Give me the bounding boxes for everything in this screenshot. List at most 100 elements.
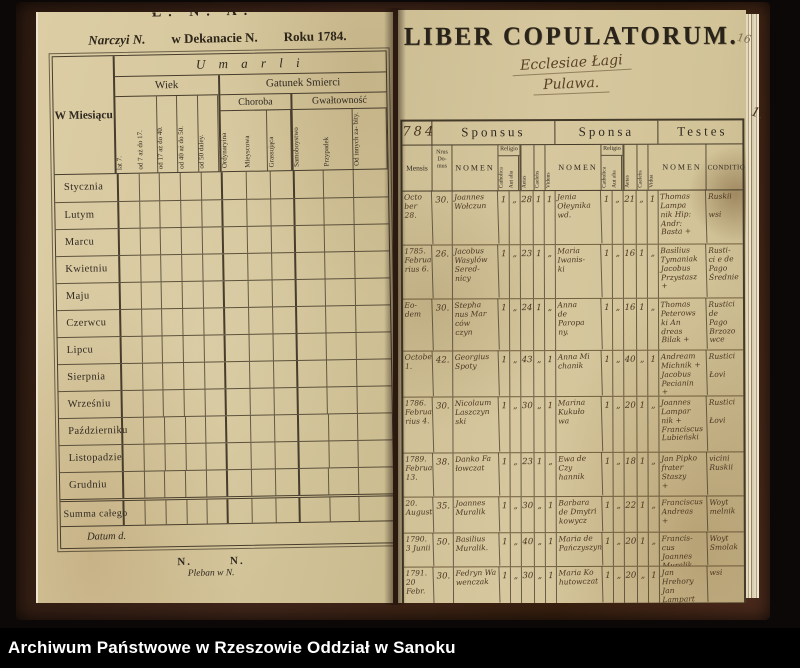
conditio-cell: vicini Ruskii (708, 453, 734, 472)
empty-tally-cell (163, 362, 185, 390)
cropped-header-letters: Ł. N. A. (151, 12, 255, 21)
empty-tally-cell (202, 200, 224, 227)
sponsa-name-cell: Maria de Pańczyszyn (556, 532, 604, 567)
sponsa-name-cell: Anna Mi chanik (555, 350, 603, 397)
sponsus-caelebs-cell: „ (534, 497, 546, 533)
house-number-cell: 30. (433, 397, 454, 453)
empty-tally-cell (165, 443, 187, 471)
empty-tally-cell (143, 417, 166, 444)
sponsus-altfaith-cell: „ (510, 351, 522, 397)
empty-tally-cell (118, 173, 140, 202)
empty-tally-cell (248, 307, 274, 334)
sponsus-caelebs-cell: 1 (533, 191, 545, 245)
empty-tally-cell (328, 440, 360, 468)
disease-label: Choroba (220, 94, 291, 112)
sponsa-altfaith-cell: „ (613, 452, 625, 496)
month-label: Sierpnia (58, 364, 123, 392)
sponsa-catholica-cell: 1 (602, 566, 615, 603)
empty-tally-cell (228, 498, 253, 524)
marriage-entry-row: 1791. 20 Febr. 30. Fedryn Wa wenczak 1 „ 30 „ 1… (403, 565, 744, 603)
empty-tally-cell (275, 441, 300, 469)
sponsus-name-cell: Danko Fa łowczat (452, 452, 501, 498)
sponsus-catholica-cell: 1 (499, 351, 511, 397)
sponsa-catholica-cell: 1 (602, 496, 614, 532)
empty-tally-cell (298, 414, 329, 441)
empty-tally-cell (119, 228, 141, 256)
empty-tally-cell (162, 335, 185, 363)
col-sponsa-caelebs: Caelebs (636, 144, 648, 190)
empty-tally-cell (299, 468, 330, 495)
sponsa-name-cell: Jenia Ołeynika wd. (554, 190, 603, 245)
conditio-cell: Rustici de Pago Brzozo wce (708, 299, 736, 345)
sponsus-name-cell: Jacobus Wasylów Sered- nicy (452, 244, 500, 300)
empty-tally-cell (273, 333, 298, 361)
empty-tally-cell (294, 170, 325, 198)
empty-tally-cell (166, 499, 188, 525)
empty-tally-cell (182, 281, 205, 308)
empty-tally-cell (325, 251, 356, 279)
empty-tally-cell (120, 282, 142, 310)
empty-tally-cell (186, 470, 208, 497)
left-page-headline: Narczyi N. w Dekanacie N. Roku 1784. (88, 27, 389, 48)
liber-copulatorum-title: LIBER COPULATORUM. (403, 21, 739, 52)
sponsus-name-cell: Nicolaum Laszczyn ski (452, 396, 501, 454)
sponsus-altfaith-cell: „ (509, 299, 522, 351)
sponsa-vidua-cell: „ (648, 496, 660, 532)
sponsus-catholica-cell: 1 (498, 299, 511, 351)
empty-tally-cell (160, 200, 182, 228)
sponsa-age-cell: 20 (624, 566, 639, 603)
sponsa-catholica-cell: 1 (601, 190, 613, 244)
violence-column-label: Samoboystwo (291, 127, 301, 168)
col-aut-alia: Aut alia (508, 156, 520, 191)
right-page-content: LIBER COPULATORUM. Ecclesiae Łagi Pulawa… (398, 10, 746, 603)
testes-names-cell: Francis- cus Joannes Muralik (659, 531, 709, 567)
age-column-label: od 50 daley. (197, 95, 220, 172)
sponsa-name-cell: Marina Kukuło wa (555, 396, 604, 453)
register-year: Roku 1784. (283, 28, 347, 45)
house-number-cell: 30. (433, 567, 455, 603)
empty-tally-cell (227, 442, 252, 470)
empty-tally-cell (164, 416, 186, 444)
empty-tally-cell (272, 306, 298, 334)
sponsus-caelebs-cell: 1 (534, 453, 546, 497)
empty-tally-cell (326, 305, 357, 333)
col-sponsus-religio: Religio Catholica Aut alia (498, 145, 521, 191)
empty-tally-cell (121, 363, 143, 391)
empty-tally-cell (297, 360, 328, 387)
empty-tally-cell (247, 226, 272, 253)
page-edges (746, 14, 759, 598)
sponsus-viduus-cell: „ (544, 245, 556, 299)
empty-tally-cell (186, 499, 209, 524)
archive-name: Archiwum Państwowe w Rzeszowie Oddział w… (8, 638, 456, 657)
left-page-content: Ł. N. A. Narczyi N. w Dekanacie N. Roku … (38, 12, 393, 603)
empty-tally-cell (204, 335, 227, 362)
month-label: Wrześniu (58, 391, 123, 419)
sponsus-altfaith-cell: „ (510, 397, 522, 453)
disease-column-label: Mieyscowa (243, 110, 269, 171)
empty-tally-cell (122, 417, 145, 445)
sponsa-catholica-cell: 1 (601, 298, 614, 350)
empty-tally-cell (140, 228, 162, 255)
col-mensis: Mensis (402, 145, 433, 191)
testes-names-cell: Andream Michnik + Jacobus Pecianin + (658, 349, 708, 397)
sponsus-catholica-cell: 1 (499, 533, 511, 567)
col-conditio: CONDITIO (707, 162, 746, 172)
marriage-entry-row: 1785. Februa rius 6. 26. Jacobus Wasylów S… (402, 243, 743, 300)
sponsus-catholica-cell: 1 (499, 497, 511, 533)
empty-tally-cell (223, 199, 248, 227)
empty-tally-cell (249, 334, 274, 361)
mensis-cell: 1785. Februa rius 6. (402, 245, 434, 299)
sponsa-vidua-cell: 1 (647, 190, 659, 244)
mensis-cell: 20. Augusti (403, 497, 435, 533)
sponsus-viduus-cell: „ (545, 453, 557, 497)
handwritten-parish-line2: Pulawa. (532, 74, 610, 96)
testes-names-cell: Thomas Peterows ki An dreas Bilak + (658, 297, 708, 351)
sponsus-altfaith-cell: „ (510, 497, 522, 533)
empty-tally-cell (354, 169, 388, 197)
signature-block: N. N. Pleban w N. (43, 553, 378, 582)
sponsus-age-cell: 43 (521, 351, 535, 397)
sponsus-viduus-cell: 1 (544, 191, 556, 245)
empty-tally-cell (121, 336, 143, 364)
sponsa-altfaith-cell: „ (613, 532, 625, 566)
sponsus-age-cell: 23 (520, 245, 534, 299)
